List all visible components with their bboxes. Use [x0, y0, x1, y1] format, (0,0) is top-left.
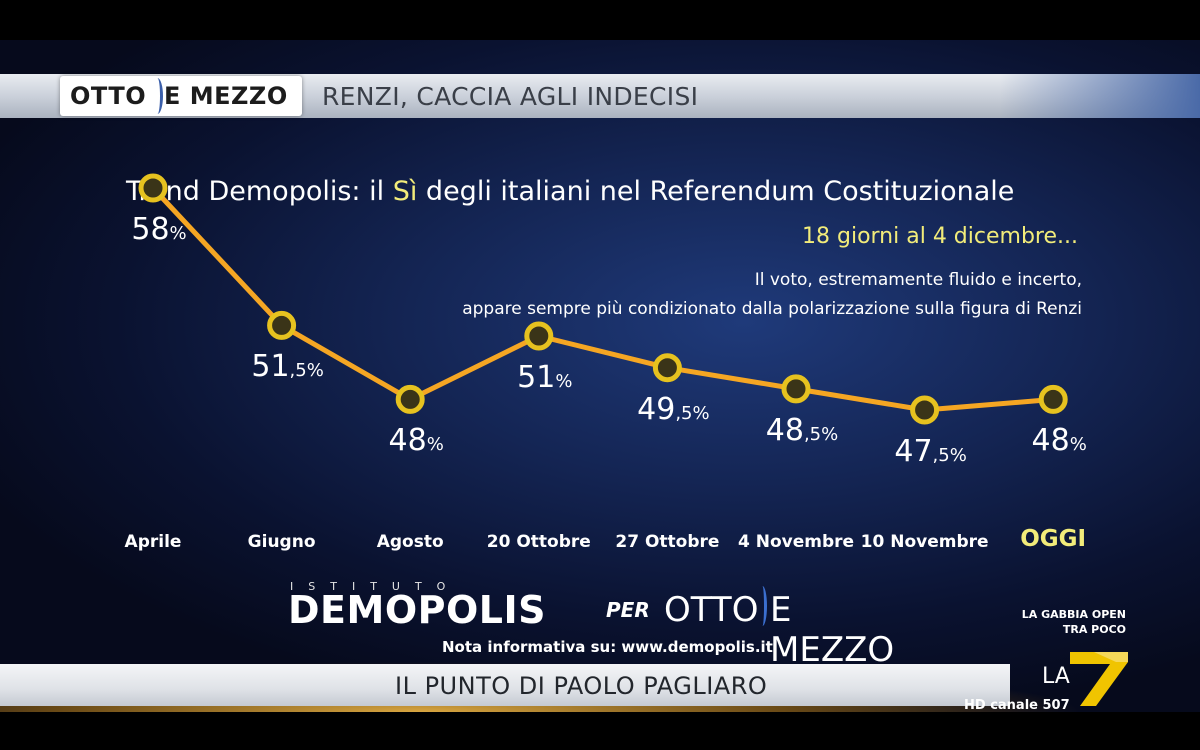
- value-dec: ,5: [932, 445, 950, 466]
- tv-screen: OTTO E MEZZO RENZI, CACCIA AGLI INDECISI…: [0, 40, 1200, 712]
- x-label-2: Agosto: [376, 532, 444, 552]
- point-1: [267, 310, 297, 340]
- value-dec: ,5: [289, 360, 307, 382]
- x-label-7: OGGI: [1020, 526, 1087, 552]
- brand-otto: OTTO: [664, 590, 759, 630]
- value-label-2: 48%: [389, 423, 444, 458]
- chart-subtitle: 18 giorni al 4 dicembre...: [802, 224, 1078, 249]
- value-pct: %: [821, 423, 839, 445]
- point-6: [910, 395, 940, 425]
- show-logo-left: OTTO: [70, 82, 147, 110]
- promo-line2: TRA POCO: [1062, 623, 1126, 636]
- value-label-3: 51%: [517, 360, 572, 395]
- value-int: 48: [388, 423, 427, 459]
- channel-label: HD canale 507: [964, 698, 1070, 712]
- value-pct: %: [692, 402, 710, 424]
- la7-logo-icon: [1070, 652, 1128, 706]
- value-int: 47: [894, 434, 933, 469]
- value-dec: ,5: [675, 402, 693, 424]
- la7-logo-text: LA: [1042, 664, 1070, 689]
- point-0: [138, 173, 168, 203]
- value-label-5: 48,5%: [766, 413, 838, 448]
- value-int: 48: [765, 412, 804, 448]
- x-label-0: Aprile: [124, 532, 182, 552]
- brand-note: Nota informativa su: www.demopolis.it: [442, 638, 773, 656]
- value-pct: %: [949, 445, 967, 466]
- brand-separator: [758, 586, 767, 626]
- point-2: [395, 384, 425, 414]
- value-label-6: 47,5%: [894, 434, 966, 469]
- brand-istituto: ISTITUTO: [290, 580, 461, 593]
- value-pct: %: [1069, 434, 1087, 456]
- value-dec: ,5: [803, 423, 822, 445]
- value-int: 48: [1031, 423, 1070, 459]
- value-label-1: 51,5%: [251, 349, 323, 384]
- chart-note-line2: appare sempre più condizionato dalla pol…: [462, 299, 1082, 319]
- value-pct: %: [555, 371, 573, 392]
- x-label-3: 20 Ottobre: [486, 532, 591, 552]
- value-label-7: 48%: [1032, 423, 1087, 458]
- demopolis-brand: ISTITUTO DEMOPOLIS PER OTTO E MEZZO: [288, 578, 918, 670]
- lower-third-title: IL PUNTO DI PAOLO PAGLIARO: [395, 672, 768, 700]
- x-label-1: Giugno: [247, 532, 316, 552]
- point-5: [781, 374, 811, 404]
- series-markers: [138, 173, 1068, 425]
- point-7: [1038, 384, 1068, 414]
- lower-third-bar: [0, 664, 1010, 706]
- value-pct: %: [169, 223, 187, 244]
- x-label-6: 10 Novembre: [860, 532, 989, 552]
- show-logo: OTTO E MEZZO: [60, 76, 302, 116]
- line-chart: [138, 173, 1068, 425]
- brand-demopolis: DEMOPOLIS: [288, 588, 546, 632]
- show-logo-separator: [152, 78, 163, 114]
- value-int: 51: [517, 360, 556, 395]
- series-line: [150, 185, 1056, 413]
- point-4: [652, 353, 682, 383]
- value-label-4: 49,5%: [637, 392, 709, 427]
- brand-per: PER: [606, 598, 650, 622]
- promo-line1: LA GABBIA OPEN: [1021, 608, 1126, 621]
- x-label-5: 4 Novembre: [737, 532, 855, 552]
- value-pct: %: [306, 360, 324, 382]
- value-label-0: 58%: [131, 212, 186, 247]
- value-pct: %: [426, 434, 444, 456]
- header-title: RENZI, CACCIA AGLI INDECISI: [322, 82, 699, 111]
- value-int: 58: [131, 212, 170, 247]
- value-int: 51: [251, 349, 290, 385]
- brand-mezzo: E MEZZO: [770, 590, 895, 670]
- value-int: 49: [637, 391, 676, 427]
- point-3: [524, 321, 554, 351]
- chart-note-line1: Il voto, estremamente fluido e incerto,: [754, 270, 1082, 290]
- show-logo-right: E MEZZO: [164, 82, 288, 110]
- chart-title: Trend Demopolis: il Sì degli italiani ne…: [126, 176, 1014, 207]
- x-label-4: 27 Ottobre: [615, 532, 720, 552]
- chart-title-suffix: degli italiani nel Referendum Costituzio…: [417, 176, 1015, 207]
- chart-title-highlight: Sì: [392, 176, 418, 207]
